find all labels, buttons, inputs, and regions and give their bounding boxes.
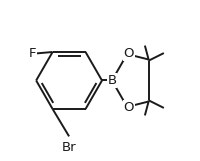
Text: Br: Br bbox=[62, 141, 76, 154]
Text: F: F bbox=[28, 47, 36, 60]
Text: O: O bbox=[124, 47, 134, 60]
Text: O: O bbox=[124, 101, 134, 114]
Text: B: B bbox=[107, 74, 117, 87]
